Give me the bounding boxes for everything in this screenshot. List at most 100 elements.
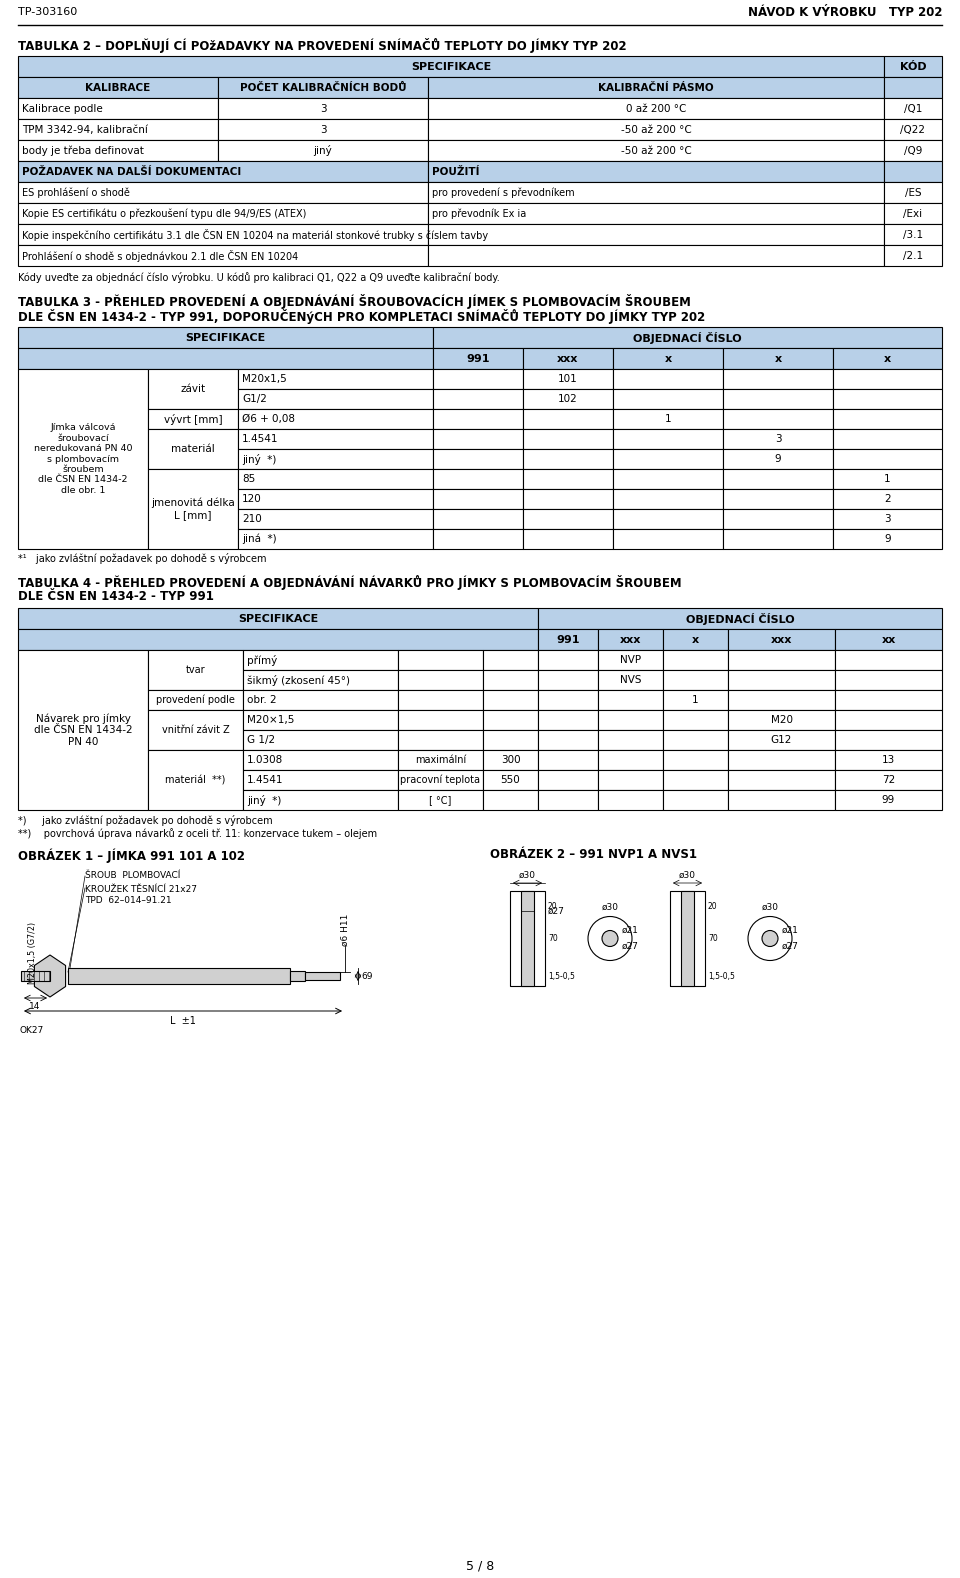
Bar — [18, 369, 148, 549]
Bar — [884, 245, 942, 267]
Text: TABULKA 3 - PŘEHLED PROVEDENÍ A OBJEDNÁVÁNÍ ŠROUBOVACÍCH JÍMEK S PLOMBOVACÍM ŠRO: TABULKA 3 - PŘEHLED PROVEDENÍ A OBJEDNÁV… — [18, 294, 691, 309]
Text: body je třeba definovat: body je třeba definovat — [22, 145, 144, 156]
Bar — [238, 469, 433, 489]
Bar — [305, 972, 340, 980]
Text: *¹   jako zvláštní požadavek po dohodě s výrobcem: *¹ jako zvláštní požadavek po dohodě s v… — [18, 552, 267, 563]
Bar — [723, 369, 833, 390]
Bar — [835, 750, 942, 770]
Text: G12: G12 — [771, 735, 792, 745]
Text: 20: 20 — [708, 901, 718, 911]
Bar — [428, 140, 884, 161]
Bar — [728, 731, 835, 750]
Text: 1.4541: 1.4541 — [247, 775, 283, 784]
Text: pracovní teplota: pracovní teplota — [400, 775, 481, 786]
Text: ø21: ø21 — [782, 926, 799, 936]
Text: NVS: NVS — [620, 675, 641, 685]
Text: 101: 101 — [558, 374, 578, 383]
Bar — [18, 181, 428, 204]
Bar — [428, 118, 884, 140]
Bar — [613, 510, 723, 529]
Text: pro převodník Ex ia: pro převodník Ex ia — [432, 208, 526, 219]
Bar — [833, 450, 942, 469]
Bar — [483, 791, 538, 810]
Bar — [833, 429, 942, 450]
Text: 3: 3 — [884, 514, 891, 524]
Bar — [723, 489, 833, 510]
Bar — [613, 349, 723, 369]
Text: /Exi: /Exi — [903, 208, 923, 218]
Bar — [884, 224, 942, 245]
Text: 70: 70 — [708, 934, 718, 944]
Bar — [833, 469, 942, 489]
Text: 5 / 8: 5 / 8 — [466, 1559, 494, 1573]
Bar — [613, 369, 723, 390]
Text: xxx: xxx — [558, 353, 579, 363]
Bar — [681, 892, 694, 986]
Bar — [243, 690, 398, 710]
Text: 1,5-0,5: 1,5-0,5 — [708, 972, 734, 980]
Text: -50 až 200 °C: -50 až 200 °C — [620, 125, 691, 134]
Bar — [723, 469, 833, 489]
Text: Ø6 + 0,08: Ø6 + 0,08 — [242, 413, 295, 424]
Text: Prohlášení o shodě s objednávkou 2.1 dle ČSN EN 10204: Prohlášení o shodě s objednávkou 2.1 dle… — [22, 249, 299, 262]
Text: Jímka válcová
šroubovací
neredukovaná PN 40
s plombovacím
šroubem
dle ČSN EN 143: Jímka válcová šroubovací neredukovaná PN… — [34, 423, 132, 494]
Text: 13: 13 — [882, 754, 895, 765]
Text: 120: 120 — [242, 494, 262, 503]
Bar — [148, 429, 238, 469]
Bar — [833, 349, 942, 369]
Bar — [728, 650, 835, 671]
Bar — [598, 770, 663, 791]
Text: vnitřní závit Z: vnitřní závit Z — [161, 724, 229, 735]
Bar — [398, 710, 483, 731]
Bar — [433, 529, 523, 549]
Text: přímý: přímý — [247, 655, 277, 666]
Text: ø21: ø21 — [622, 926, 638, 936]
Bar — [18, 650, 148, 810]
Bar — [523, 349, 613, 369]
Bar — [728, 791, 835, 810]
Bar — [483, 770, 538, 791]
Bar — [18, 118, 218, 140]
Text: šikmý (zkosení 45°): šikmý (zkosení 45°) — [247, 674, 350, 685]
Bar — [723, 390, 833, 409]
Text: 9: 9 — [775, 454, 781, 464]
Bar — [613, 529, 723, 549]
Text: [ °C]: [ °C] — [429, 795, 452, 805]
Bar — [218, 77, 428, 98]
Bar — [243, 791, 398, 810]
Bar — [148, 469, 238, 549]
Text: 0 až 200 °C: 0 až 200 °C — [626, 104, 686, 114]
Bar — [428, 204, 884, 224]
Text: x: x — [664, 353, 672, 363]
Bar — [483, 650, 538, 671]
Bar — [723, 510, 833, 529]
Bar — [148, 710, 243, 750]
Bar — [598, 731, 663, 750]
Text: KROUŽEK TĚSNÍCÍ 21x27: KROUŽEK TĚSNÍCÍ 21x27 — [85, 885, 197, 895]
Text: jiná  *): jiná *) — [242, 533, 276, 544]
Bar — [663, 731, 728, 750]
Bar — [218, 118, 428, 140]
Bar — [18, 161, 428, 181]
Text: TPD  62–014–91.21: TPD 62–014–91.21 — [85, 896, 172, 906]
Text: POŽADAVEK NA DALŠÍ DOKUMENTACI: POŽADAVEK NA DALŠÍ DOKUMENTACI — [22, 167, 241, 177]
Bar — [218, 98, 428, 118]
Bar — [433, 429, 523, 450]
Text: 69: 69 — [361, 972, 372, 980]
Text: ø30: ø30 — [679, 871, 696, 881]
Polygon shape — [35, 955, 65, 997]
Circle shape — [748, 917, 792, 961]
Text: jiný  *): jiný *) — [242, 453, 276, 464]
Text: pro provedení s převodníkem: pro provedení s převodníkem — [432, 188, 575, 197]
Text: provedení podle: provedení podle — [156, 694, 235, 705]
Bar — [663, 690, 728, 710]
Bar — [835, 671, 942, 690]
Bar — [238, 510, 433, 529]
Bar — [218, 140, 428, 161]
Bar — [723, 429, 833, 450]
Text: KALIBRACE: KALIBRACE — [85, 82, 151, 93]
Bar — [663, 710, 728, 731]
Text: M20x1,5 (G7/2): M20x1,5 (G7/2) — [28, 922, 36, 985]
Bar — [243, 671, 398, 690]
Text: 3: 3 — [320, 104, 326, 114]
